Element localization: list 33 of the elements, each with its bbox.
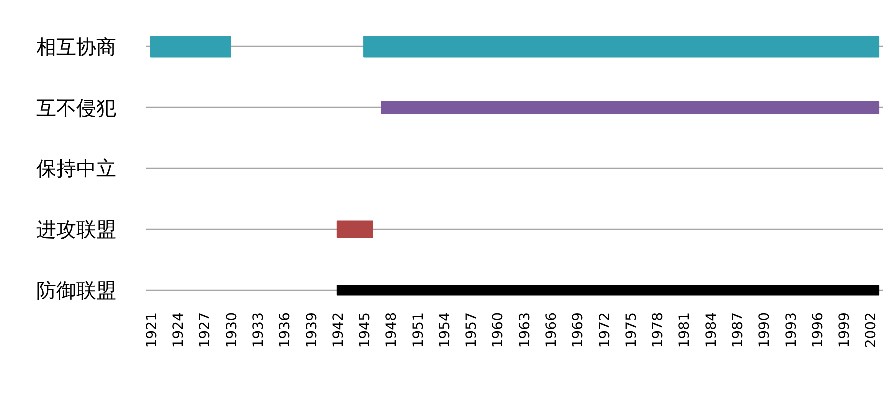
x-tick-label: 1975 bbox=[624, 312, 640, 348]
x-tick-label: 1984 bbox=[704, 312, 720, 348]
x-tick-label: 1963 bbox=[517, 312, 534, 348]
x-tick-label: 1990 bbox=[757, 312, 774, 348]
x-tick-label: 1960 bbox=[490, 312, 507, 348]
x-tick-label: 1996 bbox=[810, 312, 826, 348]
x-tick-label: 2002 bbox=[864, 312, 880, 348]
x-tick-label: 1933 bbox=[250, 312, 267, 348]
x-tick-label: 1954 bbox=[437, 312, 454, 348]
x-tick-label: 1972 bbox=[597, 312, 614, 348]
x-tick-label: 1924 bbox=[171, 312, 188, 348]
y-tick-label: 互不侵犯 bbox=[36, 96, 116, 120]
x-tick-label: 1939 bbox=[304, 312, 320, 348]
x-tick-label: 1978 bbox=[650, 312, 667, 348]
x-tick-label: 1936 bbox=[278, 312, 294, 348]
x-tick-label: 1948 bbox=[384, 312, 400, 348]
x-tick-label: 1930 bbox=[224, 312, 240, 348]
x-tick-label: 1999 bbox=[837, 312, 854, 348]
y-tick-label: 防御联盟 bbox=[36, 278, 116, 302]
x-tick-label: 1993 bbox=[784, 312, 800, 348]
x-tick-label: 1951 bbox=[410, 312, 427, 348]
x-tick-label: 1927 bbox=[198, 312, 214, 348]
x-tick-label: 1957 bbox=[464, 312, 480, 348]
y-tick-label: 保持中立 bbox=[36, 156, 116, 181]
x-tick-label: 1987 bbox=[730, 312, 746, 348]
x-tick-label: 1969 bbox=[570, 312, 587, 348]
x-tick-label: 1966 bbox=[544, 312, 560, 348]
x-tick-label: 1942 bbox=[330, 312, 347, 348]
y-tick-label: 相互协商 bbox=[36, 34, 116, 59]
x-tick-label: 1921 bbox=[144, 312, 160, 348]
x-tick-label: 1945 bbox=[358, 312, 374, 348]
x-tick-label: 1981 bbox=[677, 312, 694, 348]
y-tick-label: 进攻联盟 bbox=[36, 217, 116, 242]
